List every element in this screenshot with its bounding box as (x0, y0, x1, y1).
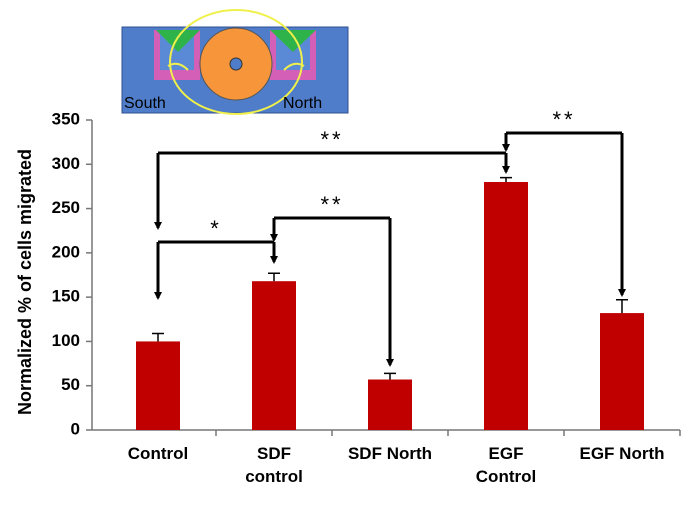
error-bar (384, 372, 396, 380)
x-tick-label: EGF North (579, 444, 665, 463)
inset-label: South (124, 95, 166, 112)
inset-label: North (283, 95, 322, 112)
bar (252, 281, 296, 430)
error-bar (268, 272, 280, 282)
y-tick-label: 200 (52, 242, 80, 261)
y-tick-label: 150 (52, 287, 80, 306)
significance-label: ** (552, 107, 575, 132)
y-tick-label: 100 (52, 331, 80, 350)
x-tick-label: EGF Control (475, 444, 537, 486)
bar (600, 313, 644, 430)
error-bar (500, 176, 512, 182)
y-axis-label: Normalized % of cells migrated (15, 149, 35, 415)
y-tick-label: 50 (61, 375, 80, 394)
significance-label: ** (320, 127, 343, 152)
error-bar (152, 332, 164, 342)
inset-diagram: South North (121, 9, 349, 115)
y-tick-label: 350 (52, 109, 80, 128)
significance-label: * (210, 216, 222, 241)
x-tick-label: SDF North (347, 444, 433, 463)
significance-label: ** (320, 192, 343, 217)
y-tick-label: 0 (71, 419, 80, 438)
bar (136, 341, 180, 430)
y-tick-label: 300 (52, 154, 80, 173)
x-tick-label: SDF control (245, 444, 303, 486)
error-bar (616, 299, 628, 314)
x-tick-label: Control (127, 444, 189, 463)
bar (484, 182, 528, 430)
bar (368, 379, 412, 430)
y-tick-label: 250 (52, 198, 80, 217)
